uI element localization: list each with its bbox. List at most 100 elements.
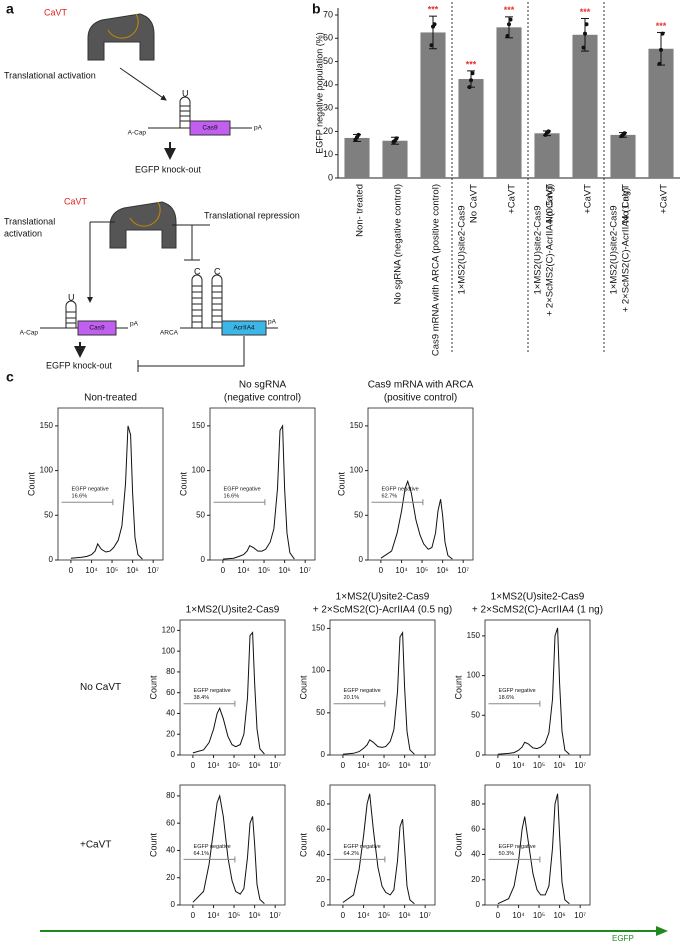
gate-percent: 64.1% — [194, 851, 210, 857]
y-tick-label: 40 — [316, 850, 325, 859]
y-axis-label: EGFP negative population (%) — [314, 32, 324, 153]
plot-frame — [329, 784, 436, 906]
y-tick-label: 100 — [467, 671, 481, 680]
data-point — [394, 136, 399, 141]
y-tick-label: 40 — [323, 79, 333, 89]
y-axis-label: Count — [148, 675, 158, 700]
x-tick-label: 10⁵ — [533, 911, 545, 920]
plot-frame — [484, 619, 591, 756]
x-tick-label: 10⁷ — [574, 761, 586, 770]
x-tick-label: 0 — [191, 911, 196, 920]
x-tick-label: Non- treated — [355, 184, 366, 237]
x-tick-label: 10⁵ — [228, 761, 240, 770]
y-axis-label: Count — [298, 675, 308, 700]
row-label: No CaVT — [80, 682, 121, 693]
data-point — [507, 22, 511, 27]
x-tick-label: 10⁶ — [279, 566, 291, 575]
y-tick-label: 0 — [201, 555, 206, 564]
histogram-curve — [192, 631, 265, 755]
group-label: 1×MS2(U)site2-Cas9 — [533, 206, 544, 295]
data-point — [505, 33, 510, 38]
crescent — [129, 201, 161, 227]
significance-label: *** — [504, 5, 515, 15]
gene-label: AcrIIA4 — [233, 325, 255, 332]
x-tick-label: +CaVT — [659, 184, 670, 214]
bar — [344, 137, 370, 178]
y-tick-label: 0 — [171, 900, 176, 909]
x-tick-label: 10⁶ — [399, 911, 411, 920]
column-title: 1×MS2(U)site2-Cas9 — [491, 592, 585, 603]
y-tick-label: 150 — [312, 624, 326, 633]
gate-label: EGFP negative — [224, 487, 261, 493]
group-label: + 2×ScMS2(C)-AcrIIA4 (1 ng) — [621, 188, 632, 313]
y-tick-label: 60 — [316, 824, 325, 833]
x-tick-label: 0 — [191, 761, 196, 770]
cap-label: ARCA — [160, 330, 179, 337]
y-tick-label: 20 — [316, 875, 325, 884]
data-point — [660, 31, 665, 36]
x-tick-label: 0 — [379, 566, 384, 575]
x-tick-label: 0 — [341, 911, 346, 920]
y-tick-label: 40 — [166, 709, 175, 718]
histogram-curve — [222, 424, 295, 560]
plot-title: (negative control) — [224, 393, 301, 404]
y-tick-label: 40 — [471, 850, 480, 859]
y-tick-label: 40 — [166, 846, 175, 855]
group-label: + 2×ScMS2(C)-AcrIIA4 (0.5 ng) — [545, 184, 556, 317]
data-point — [622, 131, 627, 136]
cap-label: A-Cap — [20, 330, 39, 337]
significance-label: *** — [580, 7, 591, 17]
y-tick-label: 80 — [166, 667, 175, 676]
y-tick-label: 10 — [323, 149, 333, 159]
data-point — [583, 31, 587, 36]
x-tick-label: 10⁴ — [207, 911, 220, 920]
y-tick-label: 20 — [166, 729, 175, 738]
tail-label: pA — [268, 319, 277, 326]
hairpin — [179, 96, 191, 128]
data-point — [432, 22, 437, 27]
x-tick-label: 10⁶ — [249, 911, 261, 920]
arrow — [90, 221, 115, 302]
hairpin — [211, 274, 223, 328]
y-tick-label: 80 — [471, 799, 480, 808]
x-tick-label: 10⁶ — [554, 761, 566, 770]
diagram-top — [87, 13, 252, 160]
y-tick-label: 150 — [192, 421, 206, 430]
plot-frame — [329, 619, 436, 756]
x-tick-label: 10⁵ — [533, 761, 545, 770]
y-tick-label: 60 — [471, 824, 480, 833]
protein-shape — [109, 201, 177, 249]
x-tick-label: No CaVT — [469, 184, 480, 223]
outcome-label: EGFP knock-out — [135, 164, 201, 174]
y-tick-label: 120 — [162, 625, 176, 634]
arrow-label: Translational activation — [4, 70, 96, 80]
x-tick-label: 10⁷ — [299, 566, 311, 575]
gate-percent: 38.4% — [194, 695, 210, 701]
cap-label: A-Cap — [128, 130, 147, 137]
plot-frame — [57, 407, 164, 561]
bar — [496, 27, 522, 179]
data-point — [356, 132, 361, 137]
x-tick-label: 10⁴ — [357, 761, 370, 770]
y-tick-label: 100 — [312, 666, 326, 675]
y-tick-label: 50 — [323, 56, 333, 66]
bar — [534, 133, 560, 178]
gate-label: EGFP negative — [194, 688, 231, 694]
y-tick-label: 150 — [467, 631, 481, 640]
x-tick-label: 10⁶ — [554, 911, 566, 920]
x-tick-label: 10⁵ — [378, 911, 390, 920]
x-tick-label: No sgRNA (negative control) — [393, 184, 404, 304]
hairpin-steps — [180, 105, 190, 122]
plot-frame — [484, 784, 591, 906]
data-point — [470, 71, 475, 76]
gate-label: EGFP negative — [344, 688, 381, 694]
gene-box — [189, 120, 231, 136]
histogram-curve — [497, 793, 570, 905]
x-tick-label: 10⁷ — [419, 761, 431, 770]
x-tick-label: 0 — [341, 761, 346, 770]
data-point — [581, 45, 586, 50]
protein-label: CaVT — [64, 196, 88, 206]
group-label: 1×MS2(U)site2-Cas9 — [457, 206, 468, 295]
x-tick-label: 10⁴ — [207, 761, 220, 770]
repression-label: Translational repression — [204, 210, 300, 220]
